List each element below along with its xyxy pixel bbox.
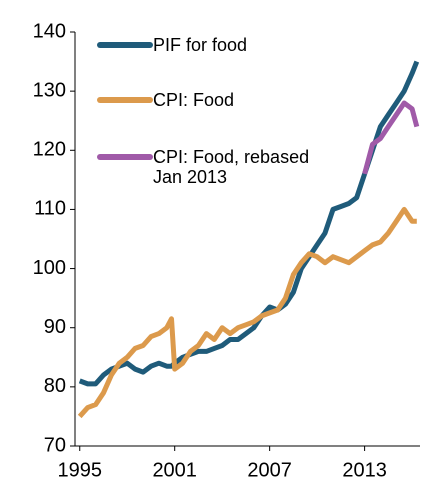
- y-tick-label: 90: [44, 316, 66, 338]
- legend-label: CPI: Food, rebased Jan 2013: [153, 147, 310, 187]
- y-tick-label: 100: [33, 257, 66, 279]
- legend-label: CPI: Food: [153, 90, 235, 110]
- y-tick-label: 140: [33, 20, 66, 42]
- legend-label: PIF for food: [153, 35, 248, 55]
- y-tick-label: 120: [33, 139, 66, 161]
- x-tick-label: 2007: [247, 459, 292, 481]
- y-tick-label: 110: [34, 198, 66, 220]
- y-tick-label: 80: [44, 375, 66, 397]
- x-tick-label: 2013: [342, 459, 387, 481]
- series-line: [362, 100, 420, 175]
- series-line: [77, 206, 417, 419]
- y-tick-label: 130: [33, 79, 66, 101]
- series-line: [78, 60, 420, 387]
- y-tick-label: 70: [44, 434, 66, 456]
- x-tick-label: 1995: [57, 459, 102, 481]
- x-tick-label: 2001: [152, 459, 197, 481]
